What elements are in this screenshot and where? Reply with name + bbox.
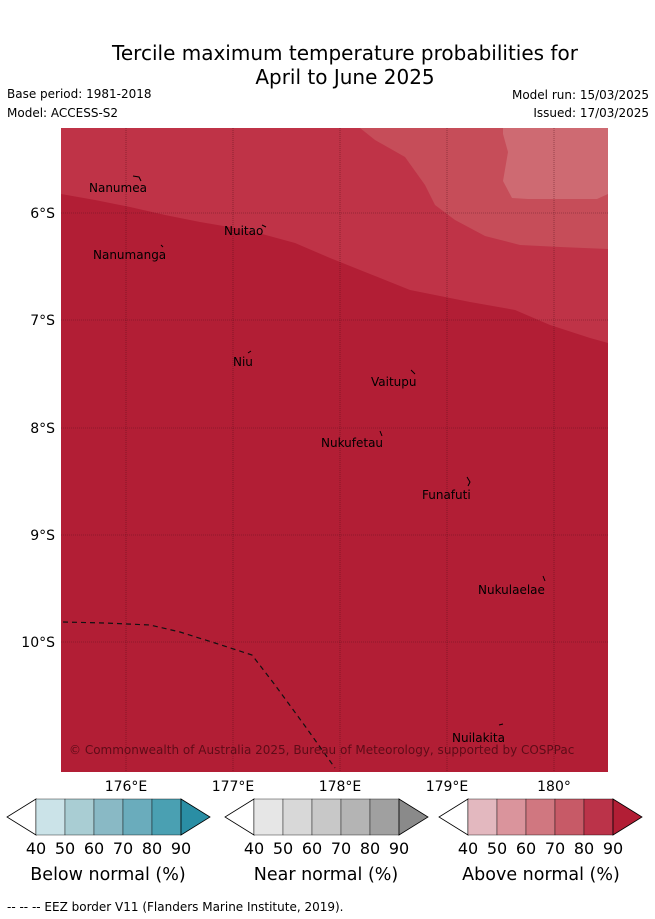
model-label: Model: ACCESS-S2: [7, 106, 119, 120]
title-line-2: April to June 2025: [255, 65, 435, 89]
lat-tick-7s: 7°S: [30, 313, 55, 329]
island-nuilakita-shape: [498, 723, 504, 726]
colorbar-segment: [35, 798, 66, 836]
island-nanumanga-shape: [160, 244, 164, 248]
colorbar-extend-high: [612, 798, 643, 836]
colorbar-extend-low: [438, 798, 469, 836]
colorbar-segment: [554, 798, 585, 836]
island-nuitao-shape: [261, 224, 267, 228]
colorbar-extend-high: [398, 798, 429, 836]
map-graticule: [61, 128, 608, 772]
colorbar-near-normal: 40 50 60 70 80 90: [224, 798, 429, 858]
latitude-axis: 6°S 7°S 8°S 9°S 10°S: [21, 206, 55, 651]
title-line-1: Tercile maximum temperature probabilitie…: [112, 41, 578, 65]
colorbar-tick-label: 80: [142, 839, 162, 858]
region-above-60: [503, 128, 608, 199]
lon-tick-176e: 176°E: [105, 779, 148, 795]
place-label-funafuti: Funafuti: [422, 488, 471, 502]
island-funafuti-shape: [466, 476, 471, 487]
place-label-nukufetau: Nukufetau: [321, 436, 383, 450]
island-niu-shape: [247, 350, 252, 354]
colorbar-tick-label: 90: [171, 839, 191, 858]
colorbar-extend-low: [224, 798, 255, 836]
map-title: Tercile maximum temperature probabilitie…: [0, 41, 655, 89]
colorbar-segment: [467, 798, 498, 836]
colorbar-tick-label: 40: [458, 839, 478, 858]
colorbar-extend-low: [6, 798, 37, 836]
colorbar-tick-label: 90: [603, 839, 623, 858]
colorbar-segment: [369, 798, 400, 836]
colorbar-extend-high: [180, 798, 211, 836]
colorbar-segment: [311, 798, 342, 836]
colorbar-tick-label: 50: [273, 839, 293, 858]
colorbar-above-normal: 40 50 60 70 80 90: [438, 798, 643, 858]
colorbar-segment: [253, 798, 284, 836]
colorbar-tick-label: 50: [55, 839, 75, 858]
place-label-nuitao: Nuitao: [224, 224, 263, 238]
island-nanumea-shape: [132, 175, 142, 182]
place-label-niu: Niu: [233, 355, 253, 369]
colorbar-segment: [151, 798, 182, 836]
lat-tick-8s: 8°S: [30, 421, 55, 437]
colorbar-tick-label: 80: [574, 839, 594, 858]
colorbar-tick-label: 50: [487, 839, 507, 858]
colorbar-segment: [340, 798, 371, 836]
eez-border-line: [62, 621, 336, 769]
colorbar-above-normal-title: Above normal (%): [462, 865, 620, 885]
colorbar-tick-label: 60: [516, 839, 536, 858]
lon-tick-180: 180°: [537, 779, 571, 795]
lon-tick-178e: 178°E: [319, 779, 362, 795]
colorbar-below-normal: 40 50 60 70 80 90: [6, 798, 211, 858]
colorbar-near-normal-title: Near normal (%): [254, 865, 399, 885]
base-period-label: Base period: 1981-2018: [7, 87, 152, 101]
lat-tick-10s: 10°S: [21, 635, 55, 651]
colorbar-tick-label: 70: [545, 839, 565, 858]
place-labels: Nanumea Nuitao Nanumanga Niu Vaitupu Nuk…: [89, 181, 545, 745]
colorbar-segment: [64, 798, 95, 836]
colorbar-tick-label: 70: [113, 839, 133, 858]
island-nukulaelae-shape: [542, 575, 546, 582]
colorbar-segment: [282, 798, 313, 836]
lon-tick-179e: 179°E: [426, 779, 469, 795]
colorbar-tick-label: 70: [331, 839, 351, 858]
island-vaitupu-shape: [410, 369, 416, 375]
place-label-nanumea: Nanumea: [89, 181, 147, 195]
colorbar-segment: [122, 798, 153, 836]
colorbar-tick-label: 90: [389, 839, 409, 858]
model-run-label: Model run: 15/03/2025: [511, 88, 649, 102]
colorbar-segment: [496, 798, 527, 836]
colorbar-tick-label: 40: [26, 839, 46, 858]
lat-tick-6s: 6°S: [30, 206, 55, 222]
colorbar-segment: [93, 798, 124, 836]
map-panel: Nanumea Nuitao Nanumanga Niu Vaitupu Nuk…: [61, 128, 608, 772]
colorbar-tick-label: 60: [84, 839, 104, 858]
issued-label: Issued: 17/03/2025: [533, 106, 649, 120]
island-shapes: [132, 175, 546, 726]
colorbar-segment: [583, 798, 614, 836]
longitude-axis: 176°E 177°E 178°E 179°E 180°: [105, 779, 571, 795]
copyright-notice: © Commonwealth of Australia 2025, Bureau…: [69, 743, 574, 757]
place-label-nukulaelae: Nukulaelae: [478, 583, 545, 597]
place-label-nanumanga: Nanumanga: [93, 248, 166, 262]
colorbar-tick-label: 80: [360, 839, 380, 858]
colorbar-tick-label: 40: [244, 839, 264, 858]
place-label-nuilakita: Nuilakita: [452, 731, 505, 745]
colorbar-tick-label: 60: [302, 839, 322, 858]
colorbar-below-normal-title: Below normal (%): [30, 865, 185, 885]
place-label-vaitupu: Vaitupu: [371, 375, 417, 389]
eez-footnote: -- -- -- EEZ border V11 (Flanders Marine…: [7, 900, 344, 914]
island-nukufetau-shape: [379, 430, 383, 437]
colorbar-segment: [525, 798, 556, 836]
lat-tick-9s: 9°S: [30, 528, 55, 544]
lon-tick-177e: 177°E: [212, 779, 255, 795]
